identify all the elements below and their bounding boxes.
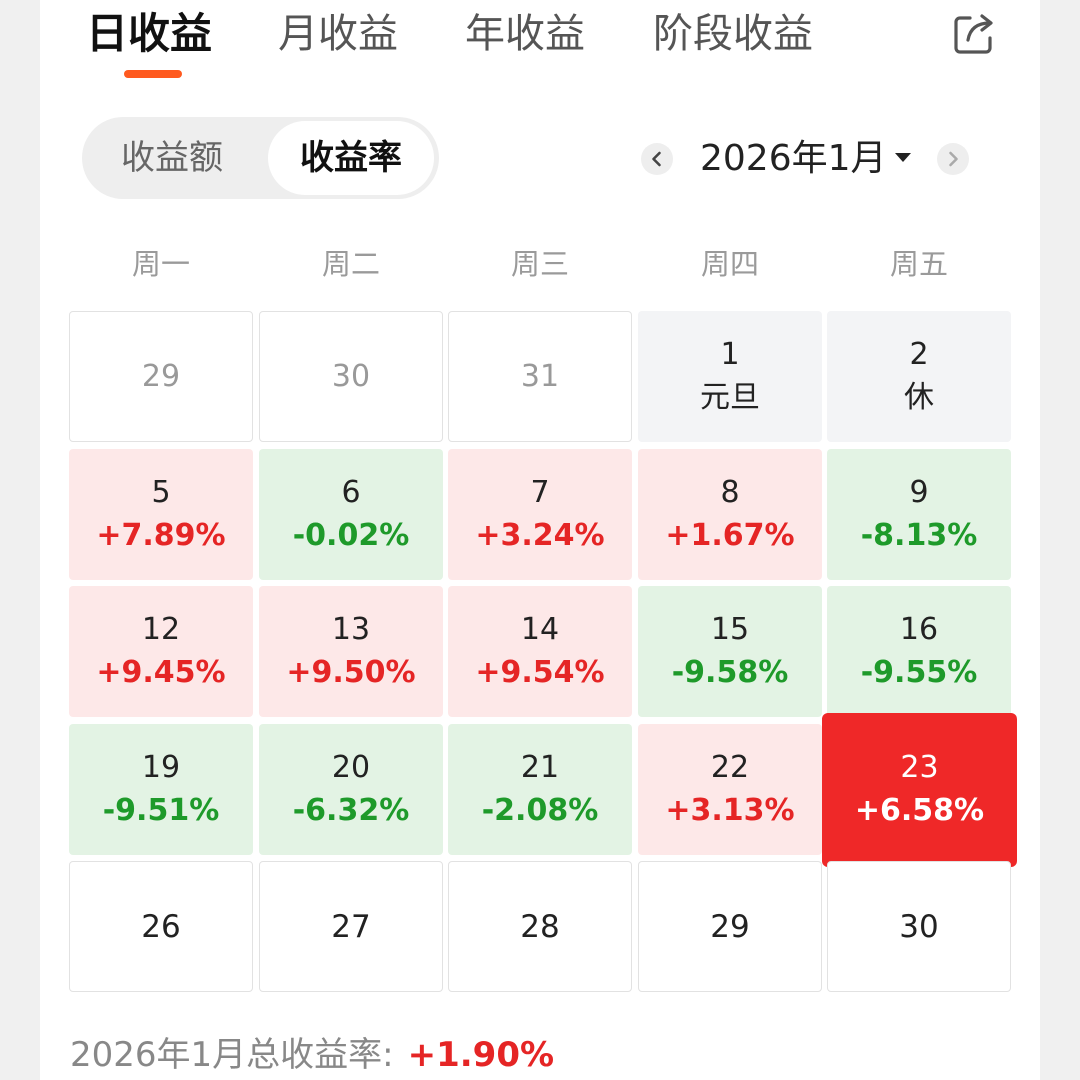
calendar-day[interactable]: 9 -8.13% bbox=[827, 449, 1011, 580]
toggle-rate-option[interactable]: 收益率 bbox=[268, 121, 434, 195]
day-number: 13 bbox=[331, 611, 371, 647]
calendar-day[interactable]: 8 +1.67% bbox=[638, 449, 822, 580]
day-number: 8 bbox=[720, 474, 740, 510]
calendar-day-selected[interactable]: 23 +6.58% bbox=[822, 713, 1017, 867]
daily-return-rate: -0.02% bbox=[292, 517, 410, 553]
day-number: 12 bbox=[141, 611, 181, 647]
daily-return-rate: +7.89% bbox=[96, 517, 226, 553]
day-number: 22 bbox=[710, 749, 750, 785]
day-number: 1 bbox=[720, 336, 740, 372]
day-number: 26 bbox=[141, 908, 181, 945]
daily-return-rate: -6.32% bbox=[292, 792, 410, 828]
monthly-total: 2026年1月总收益率: +1.90% bbox=[70, 1030, 554, 1080]
calendar-day[interactable]: 28 bbox=[448, 861, 632, 992]
day-number: 21 bbox=[520, 749, 560, 785]
calendar-day[interactable]: 12 +9.45% bbox=[69, 586, 253, 717]
calendar-day[interactable]: 22 +3.13% bbox=[638, 724, 822, 855]
day-number: 30 bbox=[331, 358, 371, 394]
weekday-thu: 周四 bbox=[700, 247, 759, 281]
day-number: 28 bbox=[520, 908, 560, 945]
prev-month-button[interactable] bbox=[641, 143, 673, 175]
day-number: 14 bbox=[520, 611, 560, 647]
tab-monthly-earnings[interactable]: 月收益 bbox=[278, 11, 398, 57]
daily-return-rate: -2.08% bbox=[481, 792, 599, 828]
daily-return-rate: +9.54% bbox=[475, 654, 605, 690]
caret-down-icon bbox=[894, 152, 911, 162]
daily-return-rate: +3.24% bbox=[475, 517, 605, 553]
total-value: +1.90% bbox=[407, 1035, 555, 1075]
day-number: 5 bbox=[151, 474, 171, 510]
day-number: 15 bbox=[710, 611, 750, 647]
day-number: 16 bbox=[899, 611, 939, 647]
calendar-day[interactable]: 1 元旦 bbox=[638, 311, 822, 442]
weekday-wed: 周三 bbox=[510, 247, 569, 281]
calendar-day[interactable]: 13 +9.50% bbox=[259, 586, 443, 717]
calendar-day[interactable]: 16 -9.55% bbox=[827, 586, 1011, 717]
tab-yearly-earnings[interactable]: 年收益 bbox=[465, 11, 585, 57]
tab-period-earnings[interactable]: 阶段收益 bbox=[653, 11, 813, 57]
calendar-day[interactable]: 5 +7.89% bbox=[69, 449, 253, 580]
daily-return-rate: +1.67% bbox=[665, 517, 795, 553]
daily-return-rate: -9.55% bbox=[860, 654, 978, 690]
calendar-day[interactable]: 20 -6.32% bbox=[259, 724, 443, 855]
day-number: 6 bbox=[341, 474, 361, 510]
day-number: 2 bbox=[909, 336, 929, 372]
day-number: 29 bbox=[710, 908, 750, 945]
calendar-day[interactable]: 6 -0.02% bbox=[259, 449, 443, 580]
weekday-tue: 周二 bbox=[321, 247, 380, 281]
calendar-day[interactable]: 29 bbox=[638, 861, 822, 992]
weekday-fri: 周五 bbox=[889, 247, 948, 281]
day-number: 30 bbox=[899, 908, 939, 945]
holiday-label: 元旦 bbox=[700, 379, 760, 415]
calendar-day[interactable]: 30 bbox=[259, 311, 443, 442]
daily-return-rate: +9.45% bbox=[96, 654, 226, 690]
calendar-day[interactable]: 27 bbox=[259, 861, 443, 992]
day-number: 9 bbox=[909, 474, 929, 510]
day-number: 29 bbox=[141, 358, 181, 394]
earnings-mode-toggle: 收益额 收益率 bbox=[82, 117, 439, 199]
calendar-grid: 29 30 31 1 元旦 2 休 5 +7.89% 6 -0.02% 7 +3.24% 8 +1.67% 9… bbox=[40, 0, 1040, 1000]
calendar-day[interactable]: 14 +9.54% bbox=[448, 586, 632, 717]
calendar-day[interactable]: 15 -9.58% bbox=[638, 586, 822, 717]
share-button[interactable] bbox=[948, 8, 1000, 60]
calendar-day[interactable]: 30 bbox=[827, 861, 1011, 992]
weekday-mon: 周一 bbox=[131, 247, 190, 281]
next-month-button[interactable] bbox=[937, 143, 969, 175]
daily-return-rate: +9.50% bbox=[286, 654, 416, 690]
daily-return-rate: +6.58% bbox=[854, 793, 985, 828]
calendar-day[interactable]: 26 bbox=[69, 861, 253, 992]
calendar-day[interactable]: 29 bbox=[69, 311, 253, 442]
calendar-day[interactable]: 19 -9.51% bbox=[69, 724, 253, 855]
day-number: 27 bbox=[331, 908, 371, 945]
day-number: 31 bbox=[520, 358, 560, 394]
daily-return-rate: -8.13% bbox=[860, 517, 978, 553]
holiday-label: 休 bbox=[904, 379, 934, 415]
day-number: 19 bbox=[141, 749, 181, 785]
day-number: 20 bbox=[331, 749, 371, 785]
daily-return-rate: +3.13% bbox=[665, 792, 795, 828]
month-label: 2026年1月 bbox=[700, 138, 887, 179]
month-selector[interactable]: 2026年1月 bbox=[700, 133, 911, 185]
toggle-amount-option[interactable]: 收益额 bbox=[121, 138, 223, 178]
calendar-day[interactable]: 21 -2.08% bbox=[448, 724, 632, 855]
calendar-day[interactable]: 7 +3.24% bbox=[448, 449, 632, 580]
active-tab-indicator bbox=[124, 70, 182, 78]
day-number: 23 bbox=[900, 750, 939, 785]
total-label: 2026年1月总收益率: bbox=[70, 1035, 394, 1075]
calendar-day[interactable]: 31 bbox=[448, 311, 632, 442]
daily-return-rate: -9.51% bbox=[102, 792, 220, 828]
earnings-calendar-card: 日收益 月收益 年收益 阶段收益 收益额 收益率 2026年1月 周一 周二 周… bbox=[40, 0, 1040, 1080]
chevron-right-icon bbox=[949, 151, 958, 167]
daily-return-rate: -9.58% bbox=[671, 654, 789, 690]
chevron-left-icon bbox=[652, 151, 661, 167]
day-number: 7 bbox=[530, 474, 550, 510]
tab-daily-earnings[interactable]: 日收益 bbox=[86, 9, 213, 58]
share-export-icon bbox=[954, 14, 993, 54]
